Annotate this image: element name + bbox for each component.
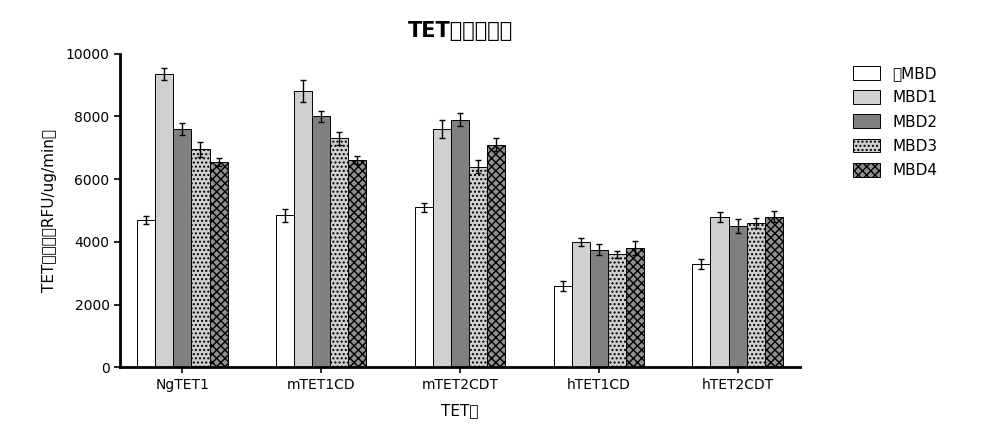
Bar <box>348 160 366 367</box>
Bar <box>294 91 312 367</box>
Bar <box>554 286 572 367</box>
Bar <box>608 254 626 367</box>
Bar <box>469 167 487 367</box>
Bar <box>729 226 747 367</box>
Bar <box>330 138 348 367</box>
Bar <box>191 149 210 367</box>
Bar <box>173 129 191 367</box>
Bar <box>747 223 765 367</box>
Bar <box>210 162 228 367</box>
X-axis label: TET酶: TET酶 <box>441 403 479 418</box>
Bar <box>692 264 710 367</box>
Bar <box>312 116 330 367</box>
Bar <box>487 145 505 367</box>
Bar <box>590 250 608 367</box>
Bar <box>415 207 433 367</box>
Bar <box>765 217 783 367</box>
Bar <box>626 248 644 367</box>
Y-axis label: TET酶活性（RFU/ug/min）: TET酶活性（RFU/ug/min） <box>42 129 57 292</box>
Bar <box>276 215 294 367</box>
Bar <box>155 74 173 367</box>
Bar <box>137 220 155 367</box>
Legend: 无MBD, MBD1, MBD2, MBD3, MBD4: 无MBD, MBD1, MBD2, MBD3, MBD4 <box>848 61 942 183</box>
Title: TET酶活性测试: TET酶活性测试 <box>407 21 513 41</box>
Bar <box>451 120 469 367</box>
Bar <box>572 242 590 367</box>
Bar <box>433 129 451 367</box>
Bar <box>710 217 729 367</box>
